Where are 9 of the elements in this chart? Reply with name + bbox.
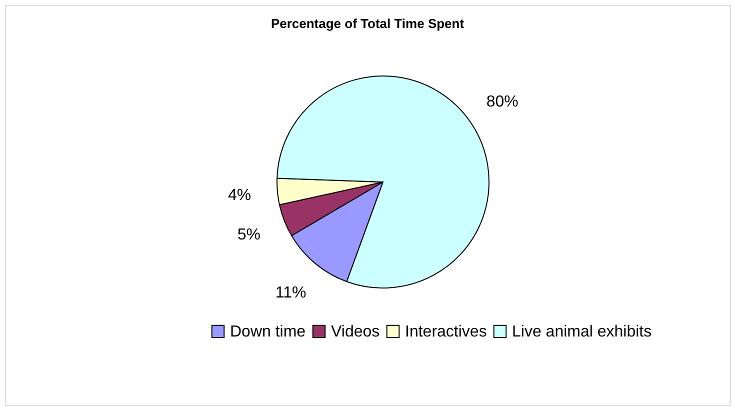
legend-label: Live animal exhibits bbox=[512, 323, 652, 340]
legend-label: Videos bbox=[331, 323, 380, 340]
legend-label: Down time bbox=[230, 323, 306, 340]
data-label: 80% bbox=[486, 93, 518, 110]
data-label: 4% bbox=[228, 187, 252, 204]
legend-label: Interactives bbox=[405, 323, 487, 340]
data-label: 11% bbox=[275, 284, 306, 302]
chart-title: Percentage of Total Time Spent bbox=[270, 16, 465, 31]
data-label: 5% bbox=[237, 226, 260, 244]
